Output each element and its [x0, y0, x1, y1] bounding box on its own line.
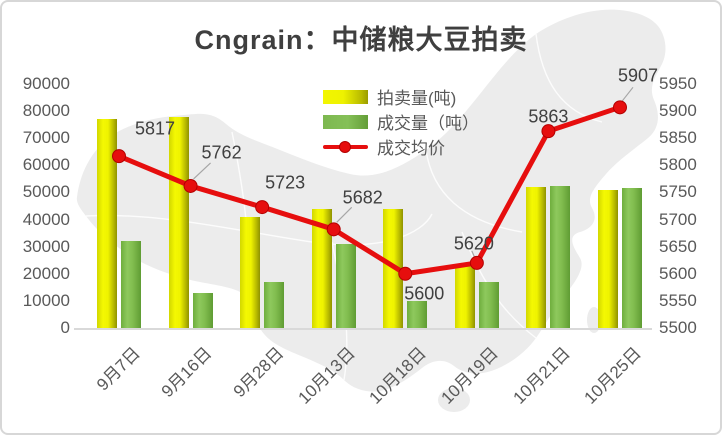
left-axis-tick: 30000 — [22, 236, 70, 256]
auction-volume-bar — [383, 208, 404, 328]
avg-price-marker-icon — [339, 140, 351, 153]
chart-legend: 拍卖量(吨) 成交量（吨） 成交均价 — [323, 86, 479, 161]
legend-item-auction-volume: 拍卖量(吨) — [323, 86, 479, 108]
left-axis-tick: 40000 — [22, 209, 70, 229]
right-axis-tick: 5600 — [659, 263, 697, 283]
legend-label-avg-price: 成交均价 — [377, 139, 445, 158]
left-axis-tick: 50000 — [22, 182, 70, 202]
chart-title: Cngrain：中储粮大豆拍卖 — [194, 25, 528, 55]
auction-volume-bar — [597, 189, 618, 328]
auction-volume-bar — [311, 208, 332, 328]
deal-volume-bar — [621, 188, 642, 328]
left-axis-tick: 60000 — [22, 155, 70, 175]
left-axis-tick: 70000 — [22, 128, 70, 148]
right-axis-tick: 5950 — [659, 74, 697, 93]
avg-price-data-label: 5863 — [528, 106, 569, 127]
right-axis-tick: 5500 — [659, 318, 697, 337]
deal-volume-bar — [407, 300, 428, 328]
left-axis-tick: 20000 — [22, 263, 70, 283]
left-axis-tick: 0 — [60, 318, 70, 337]
auction-volume-bar — [97, 119, 117, 328]
right-axis-tick: 5900 — [659, 101, 697, 121]
avg-price-line-icon — [323, 140, 368, 154]
avg-price-data-label: 5907 — [617, 65, 659, 86]
right-axis-tick: 5800 — [659, 155, 697, 175]
hainan-island — [438, 388, 470, 412]
right-axis-tick: 5700 — [659, 209, 697, 229]
auction-volume-bar — [454, 265, 475, 328]
avg-price-data-label: 5762 — [201, 142, 242, 163]
legend-label-deal-volume: 成交量（吨） — [377, 114, 479, 133]
x-axis-line — [74, 328, 652, 330]
left-axis-tick: 90000 — [22, 74, 70, 93]
deal-volume-bar — [478, 281, 499, 328]
auction-volume-bar — [240, 216, 261, 328]
auction-volume-swatch-icon — [323, 89, 368, 104]
right-axis-tick: 5650 — [659, 236, 697, 256]
avg-price-data-label: 5682 — [342, 187, 383, 208]
deal-volume-bar — [264, 281, 285, 328]
avg-price-data-label: 5620 — [453, 233, 494, 254]
legend-item-deal-volume: 成交量（吨） — [323, 111, 479, 133]
auction-volume-bar — [526, 187, 547, 328]
taiwan-island — [587, 307, 601, 333]
right-axis-tick: 5850 — [659, 128, 697, 148]
avg-price-data-label: 5723 — [265, 172, 306, 193]
left-axis-tick: 80000 — [22, 101, 70, 121]
right-axis-tick: 5750 — [659, 182, 697, 202]
left-axis-tick: 10000 — [22, 290, 70, 310]
deal-volume-bar — [121, 241, 141, 328]
deal-volume-swatch-icon — [323, 114, 368, 129]
auction-volume-bar — [168, 116, 189, 328]
legend-label-auction-volume: 拍卖量(吨) — [377, 89, 457, 108]
deal-volume-bar — [550, 185, 571, 328]
deal-volume-bar — [192, 292, 213, 328]
deal-volume-bar — [335, 243, 356, 328]
avg-price-data-label: 5817 — [134, 118, 176, 139]
avg-price-data-label: 5600 — [404, 283, 445, 304]
legend-item-avg-price: 成交均价 — [323, 136, 479, 158]
right-axis-tick: 5550 — [659, 290, 697, 310]
